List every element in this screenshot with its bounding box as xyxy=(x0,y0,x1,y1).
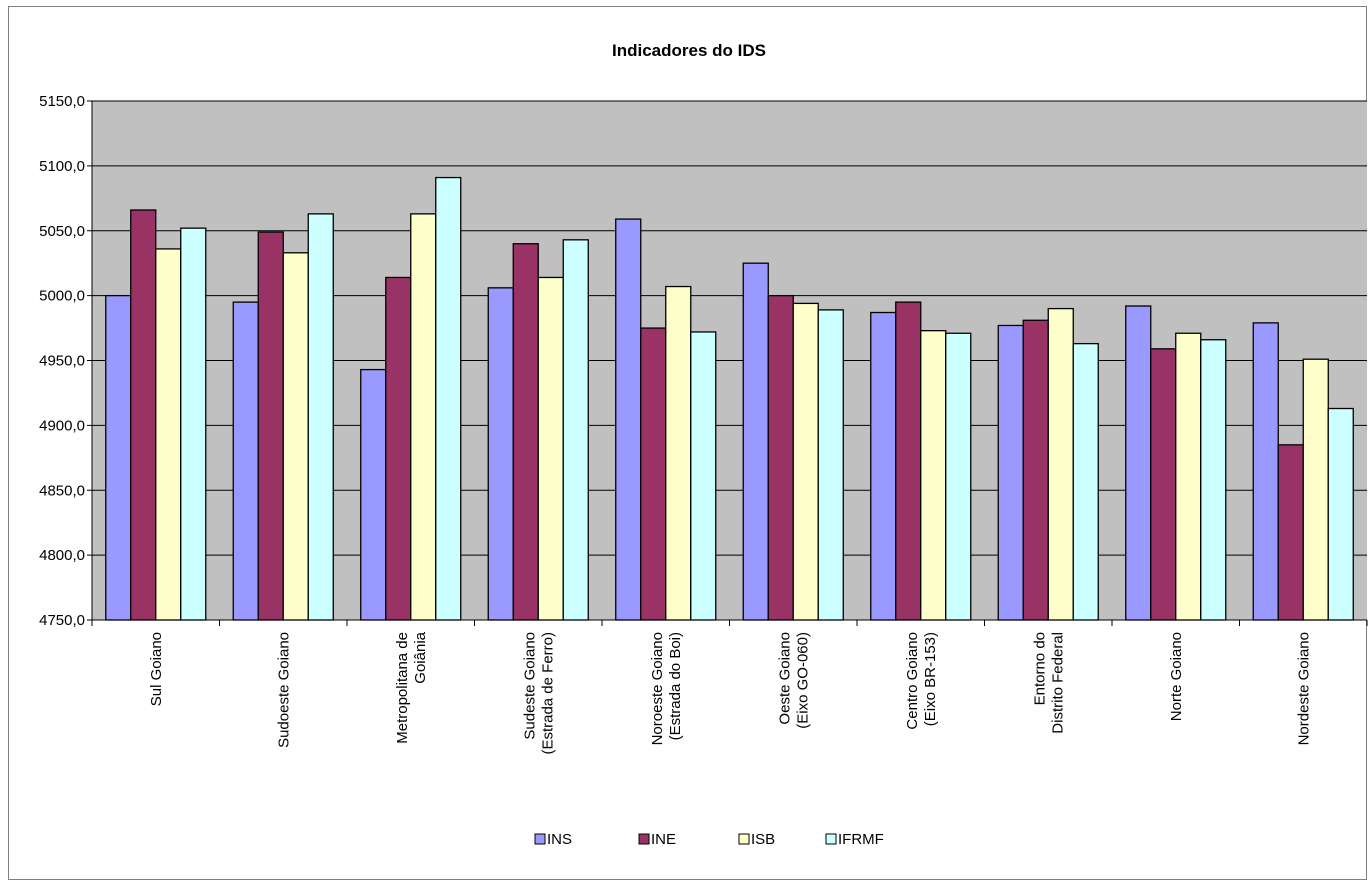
legend-label-ine: INE xyxy=(651,831,676,848)
bar-ins-2 xyxy=(232,301,259,621)
x-tick-label: Sudoeste Goiano xyxy=(275,632,292,748)
y-tick-label: 5000,0 xyxy=(39,288,85,305)
y-tick-label: 4950,0 xyxy=(39,353,85,370)
legend-swatch-ins xyxy=(534,833,546,845)
bar-ins-3 xyxy=(360,368,387,621)
bar-ine-10 xyxy=(1277,444,1304,621)
x-tick-label: Sudeste Goiano xyxy=(521,632,538,740)
bar-ins-8 xyxy=(997,324,1024,621)
x-tick-label: (Eixo BR-153) xyxy=(922,632,939,726)
bar-isb-5 xyxy=(665,285,692,621)
bar-ifrmf-3 xyxy=(435,176,462,621)
bar-ifrmf-7 xyxy=(945,332,972,621)
bar-isb-3 xyxy=(410,213,437,621)
bar-ins-5 xyxy=(615,218,642,621)
bar-ine-3 xyxy=(385,276,412,621)
x-tick-label: Distrito Federal xyxy=(1049,632,1066,734)
bar-ins-1 xyxy=(105,294,132,621)
bar-ifrmf-4 xyxy=(562,239,589,621)
bar-ifrmf-1 xyxy=(180,227,207,621)
legend-label-ins: INS xyxy=(547,831,572,848)
legend-label-ifrmf: IFRMF xyxy=(838,831,884,848)
bar-isb-2 xyxy=(282,252,309,621)
bar-isb-8 xyxy=(1047,307,1074,621)
x-tick-label: Metropolitana de xyxy=(394,632,411,744)
plot-area: 4750,0 4800,0 4850,0 4900,0 4950,0 5000,0 5050… xyxy=(39,93,1368,755)
legend-swatch-ine xyxy=(638,833,650,845)
bar-isb-7 xyxy=(920,330,947,621)
bar-ifrmf-6 xyxy=(817,309,844,621)
x-tick-label: Norte Goiano xyxy=(1168,632,1185,721)
bar-ine-6 xyxy=(767,294,794,621)
bar-ins-7 xyxy=(870,311,897,621)
x-tick-label: Goiânia xyxy=(412,631,429,683)
bar-ine-2 xyxy=(257,231,284,621)
legend-swatch-isb xyxy=(738,833,750,845)
bar-isb-6 xyxy=(792,302,819,621)
y-tick-label: 4750,0 xyxy=(39,612,85,629)
x-tick-label: Centro Goiano xyxy=(904,632,921,730)
bar-ifrmf-8 xyxy=(1072,342,1099,621)
y-tick-label: 4800,0 xyxy=(39,547,85,564)
bar-ine-7 xyxy=(895,301,922,621)
bar-ins-4 xyxy=(487,287,514,621)
bar-ins-10 xyxy=(1252,322,1279,621)
x-tick-label: (Estrada de Ferro) xyxy=(539,632,556,755)
x-tick-label: Entorno do xyxy=(1031,632,1048,705)
bar-ine-5 xyxy=(640,327,667,621)
x-tick-label: Oeste Goiano xyxy=(776,632,793,725)
y-tick-label: 5050,0 xyxy=(39,223,85,240)
legend-swatch-ifrmf xyxy=(825,833,837,845)
y-tick-label: 5150,0 xyxy=(39,93,85,110)
bar-ine-1 xyxy=(130,209,157,621)
x-tick-label: (Estrada do Boi) xyxy=(667,632,684,740)
y-tick-label: 4900,0 xyxy=(39,417,85,434)
bar-isb-1 xyxy=(155,248,182,621)
bar-isb-9 xyxy=(1175,332,1202,621)
x-tick-label: Sul Goiano xyxy=(148,632,165,706)
bar-ifrmf-9 xyxy=(1200,339,1227,621)
bar-ine-9 xyxy=(1150,348,1177,621)
y-tick-label: 4850,0 xyxy=(39,482,85,499)
legend: INS INE ISB IFRMF xyxy=(534,831,884,848)
bar-ine-8 xyxy=(1022,319,1049,621)
x-tick-label: Noroeste Goiano xyxy=(649,632,666,745)
x-tick-label: Nordeste Goiano xyxy=(1295,632,1312,745)
bar-ifrmf-2 xyxy=(307,213,334,621)
bar-ifrmf-5 xyxy=(690,331,717,621)
chart-title: Indicadores do IDS xyxy=(612,41,766,60)
legend-label-isb: ISB xyxy=(751,831,775,848)
bar-ins-9 xyxy=(1125,305,1152,621)
y-tick-label: 5100,0 xyxy=(39,158,85,175)
bar-isb-10 xyxy=(1302,358,1329,621)
bar-ins-6 xyxy=(742,262,769,621)
bar-ine-4 xyxy=(512,243,539,621)
bar-isb-4 xyxy=(537,276,564,621)
x-tick-label: (Eixo GO-060) xyxy=(794,632,811,729)
bar-ifrmf-10 xyxy=(1327,407,1354,621)
